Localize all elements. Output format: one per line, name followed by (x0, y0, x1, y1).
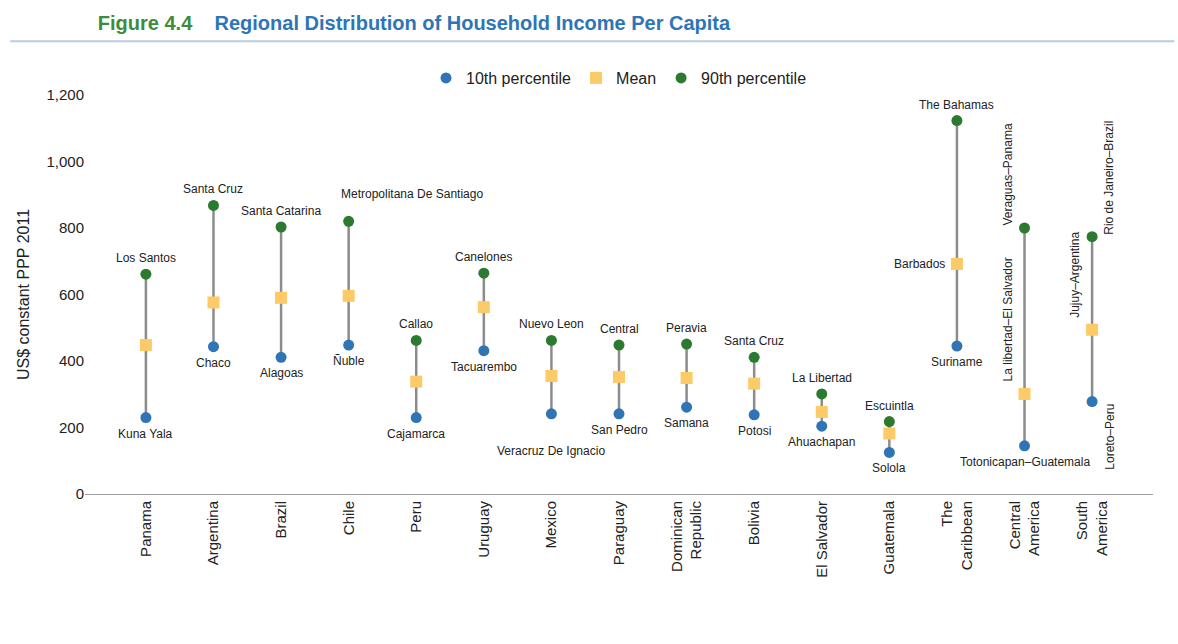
svg-text:90th percentile: 90th percentile (701, 70, 806, 87)
svg-text:Chile: Chile (340, 501, 357, 535)
svg-text:Suriname: Suriname (931, 355, 983, 369)
svg-text:Rio de Janeiro–Brazil: Rio de Janeiro–Brazil (1102, 121, 1116, 235)
svg-text:Bolivia: Bolivia (745, 500, 762, 545)
svg-text:US$ constant PPP 2011: US$ constant PPP 2011 (15, 209, 32, 380)
svg-text:Tacuarembo: Tacuarembo (451, 360, 517, 374)
svg-text:Alagoas: Alagoas (260, 366, 303, 380)
svg-text:Brazil: Brazil (272, 501, 289, 539)
svg-text:Los Santos: Los Santos (116, 251, 176, 265)
svg-text:Kuna Yala: Kuna Yala (118, 427, 173, 441)
svg-text:Mean: Mean (616, 70, 656, 87)
svg-text:Loreto–Peru: Loreto–Peru (1103, 404, 1117, 470)
svg-text:Uruguay: Uruguay (475, 501, 492, 558)
svg-text:CentralAmerica: CentralAmerica (1006, 500, 1043, 556)
svg-text:Canelones: Canelones (455, 250, 512, 264)
svg-text:Ñuble: Ñuble (333, 354, 365, 368)
svg-text:Barbados: Barbados (894, 257, 945, 271)
svg-text:10th percentile: 10th percentile (466, 70, 571, 87)
svg-text:Veraguas–Panama: Veraguas–Panama (1001, 123, 1015, 225)
svg-text:Nuevo Leon: Nuevo Leon (519, 317, 584, 331)
svg-text:The Bahamas: The Bahamas (919, 98, 994, 112)
svg-text:Jujuy–Argentina: Jujuy–Argentina (1068, 231, 1082, 317)
svg-text:1,000: 1,000 (46, 153, 84, 170)
svg-text:Figure 4.4 Regional Distrib: Figure 4.4 Regional Distribution of Hous… (98, 12, 731, 34)
svg-text:Veracruz De Ignacio: Veracruz De Ignacio (497, 444, 605, 458)
svg-text:Totonicapan–Guatemala: Totonicapan–Guatemala (960, 455, 1090, 469)
svg-text:Paraguay: Paraguay (610, 501, 627, 566)
svg-text:DominicanRepublic: DominicanRepublic (668, 501, 705, 572)
svg-text:Mexico: Mexico (542, 501, 559, 549)
svg-text:Argentina: Argentina (204, 500, 221, 565)
svg-text:800: 800 (59, 219, 84, 236)
svg-text:La Libertad: La Libertad (792, 371, 852, 385)
svg-text:Potosi: Potosi (738, 424, 771, 438)
svg-text:0: 0 (76, 485, 84, 502)
svg-text:Cajamarca: Cajamarca (387, 427, 445, 441)
svg-text:400: 400 (59, 352, 84, 369)
svg-text:El Salvador: El Salvador (813, 501, 830, 578)
svg-text:Guatemala: Guatemala (880, 500, 897, 574)
svg-text:Panama: Panama (137, 500, 154, 557)
svg-text:SouthAmerica: SouthAmerica (1073, 500, 1110, 556)
svg-text:200: 200 (59, 419, 84, 436)
svg-text:600: 600 (59, 286, 84, 303)
svg-text:Ahuachapan: Ahuachapan (788, 435, 855, 449)
svg-text:Metropolitana De Santiago: Metropolitana De Santiago (341, 187, 483, 201)
svg-text:Santa Cruz: Santa Cruz (183, 182, 243, 196)
svg-text:Central: Central (600, 322, 639, 336)
svg-text:Santa Cruz: Santa Cruz (724, 334, 784, 348)
svg-text:Escuintla: Escuintla (865, 399, 914, 413)
svg-text:Callao: Callao (399, 317, 433, 331)
svg-text:1,200: 1,200 (46, 86, 84, 103)
svg-text:Chaco: Chaco (196, 356, 231, 370)
svg-text:La libertad–El Salvador: La libertad–El Salvador (1001, 257, 1015, 381)
svg-text:Solola: Solola (872, 461, 906, 475)
svg-text:San Pedro: San Pedro (591, 423, 648, 437)
svg-text:Samana: Samana (664, 416, 709, 430)
svg-text:Peru: Peru (407, 501, 424, 533)
svg-text:TheCaribbean: TheCaribbean (938, 501, 975, 570)
svg-text:Santa Catarina: Santa Catarina (241, 204, 321, 218)
svg-text:Peravia: Peravia (666, 321, 707, 335)
